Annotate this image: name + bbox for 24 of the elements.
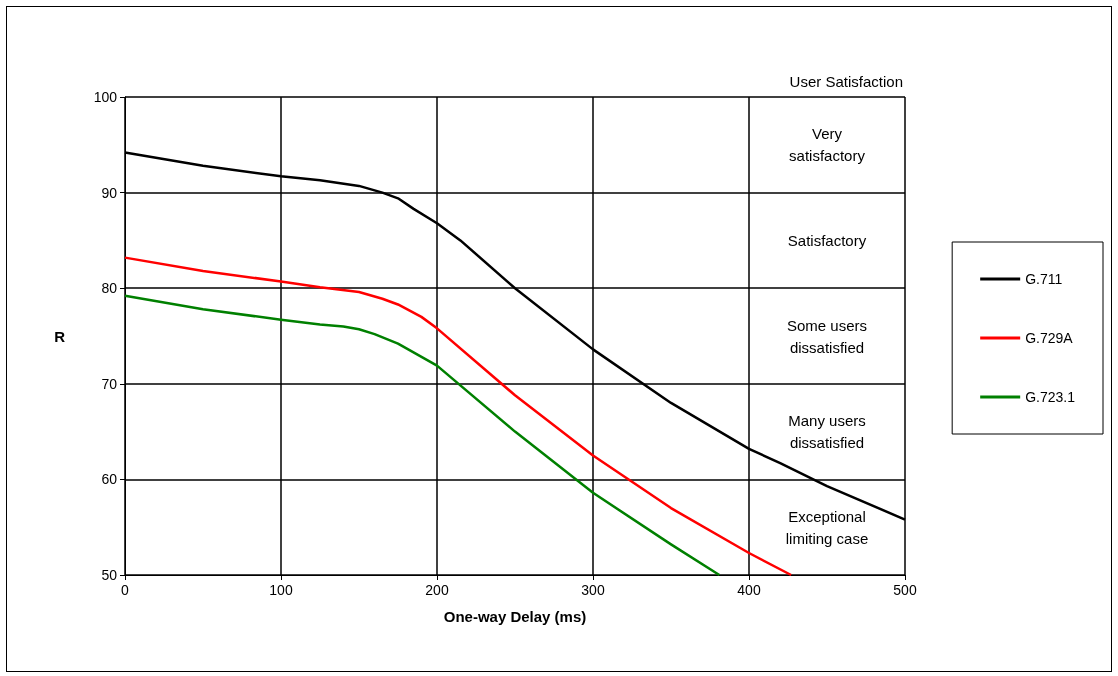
annotation: Some users dissatisfied bbox=[786, 316, 868, 356]
legend-label: G.729A bbox=[1025, 330, 1074, 346]
x-tick-label: 100 bbox=[269, 582, 293, 598]
annotation: Many users dissatisfied bbox=[788, 412, 866, 452]
x-tick-label: 500 bbox=[893, 582, 917, 598]
x-tick-label: 400 bbox=[737, 582, 761, 598]
legend-label: G.711 bbox=[1025, 271, 1063, 287]
y-tick-label: 50 bbox=[101, 567, 118, 583]
x-tick-label: 0 bbox=[121, 582, 130, 598]
y-tick-label: 100 bbox=[93, 89, 118, 105]
y-tick-label: 60 bbox=[101, 471, 118, 488]
y-tick-label: 80 bbox=[101, 280, 118, 297]
legend-label: G.723.1 bbox=[1025, 389, 1076, 405]
text: User Satisfaction bbox=[789, 73, 903, 90]
x-axis-title: One-way Delay (ms) bbox=[443, 608, 587, 625]
annotation: Satisfactory bbox=[787, 231, 867, 249]
annotation: Exceptional limiting case bbox=[785, 507, 869, 547]
y-tick-label: 90 bbox=[101, 184, 118, 201]
x-tick-label: 300 bbox=[581, 582, 605, 598]
y-tick-label: 70 bbox=[101, 375, 118, 392]
line-series bbox=[123, 294, 721, 577]
y-axis-title: R bbox=[54, 327, 66, 345]
annotation: Very satisfactory bbox=[789, 125, 866, 165]
x-tick-label: 200 bbox=[425, 582, 449, 598]
